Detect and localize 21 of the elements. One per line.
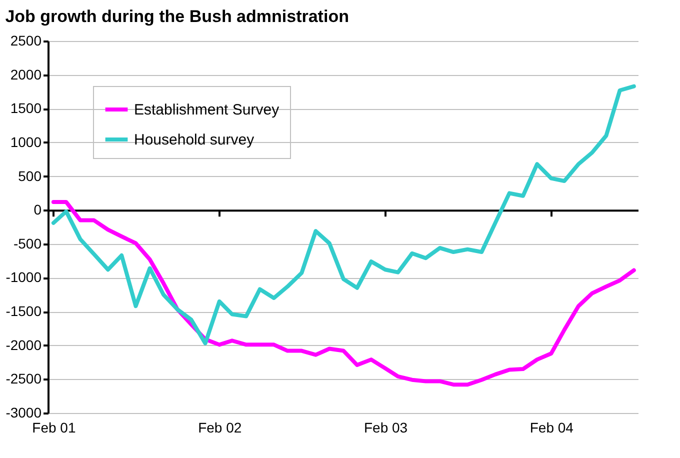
line-series <box>51 84 636 346</box>
y-tick-label: 0 <box>34 202 42 218</box>
chart-title: Job growth during the Bush admnistration <box>5 7 349 26</box>
y-tick-label: -2000 <box>6 336 42 353</box>
legend-label: Establishment Survey <box>134 102 280 118</box>
y-tick-label: 500 <box>18 168 42 184</box>
y-tick-label: -1000 <box>6 269 42 286</box>
x-tick-label: Feb 01 <box>32 420 76 436</box>
y-tick-label: -2500 <box>6 370 42 387</box>
x-tick-label: Feb 04 <box>530 420 574 436</box>
y-tick-label: -500 <box>13 235 42 252</box>
y-tick-label: 1000 <box>10 134 42 150</box>
y-tick-label: 1500 <box>10 100 42 116</box>
x-tick-label: Feb 02 <box>198 420 242 436</box>
x-tick-label: Feb 03 <box>364 420 408 436</box>
y-tick-label: -1500 <box>6 303 42 320</box>
y-tick-label: 2500 <box>10 32 42 48</box>
y-tick-label: 2000 <box>10 66 42 82</box>
line-series <box>51 200 636 387</box>
legend-label: Household survey <box>134 132 255 148</box>
y-tick-label: -3000 <box>6 404 42 420</box>
